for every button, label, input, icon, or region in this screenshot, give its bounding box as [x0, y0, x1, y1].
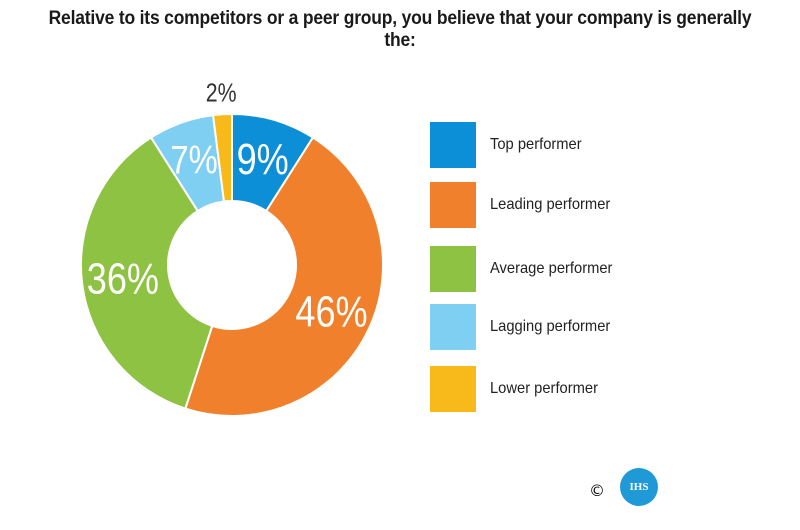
legend-label: Leading performer	[490, 196, 611, 213]
legend-swatch	[430, 366, 476, 412]
legend-label: Average performer	[490, 260, 613, 277]
copyright-symbol: ©	[589, 481, 605, 500]
value-label-leading-performer: 46%	[295, 287, 367, 336]
legend-swatch	[430, 182, 476, 228]
legend-item-top-performer: Top performer	[430, 122, 750, 168]
legend-swatch	[430, 122, 476, 168]
value-label-top-performer: 9%	[237, 135, 289, 184]
value-label-lagging-performer: 7%	[170, 137, 217, 182]
legend-swatch	[430, 304, 476, 350]
value-label-average-performer: 36%	[87, 254, 159, 303]
ihs-logo: IHS	[620, 468, 658, 506]
slice-leading-performer	[184, 136, 385, 417]
slice-average-performer	[80, 136, 214, 410]
legend-item-leading-performer: Leading performer	[430, 182, 750, 228]
legend-label: Lower performer	[490, 380, 598, 397]
legend-item-average-performer: Average performer	[430, 246, 750, 292]
legend-item-lagging-performer: Lagging performer	[430, 304, 750, 350]
legend-item-lower-performer: Lower performer	[430, 366, 750, 412]
legend-label: Lagging performer	[490, 318, 611, 335]
legend-label: Top performer	[490, 136, 582, 153]
slice-lower-performer	[211, 112, 233, 203]
legend-swatch	[430, 246, 476, 292]
value-label-lower-performer: 2%	[206, 79, 237, 109]
chart-title: Relative to its competitors or a peer gr…	[48, 8, 752, 51]
